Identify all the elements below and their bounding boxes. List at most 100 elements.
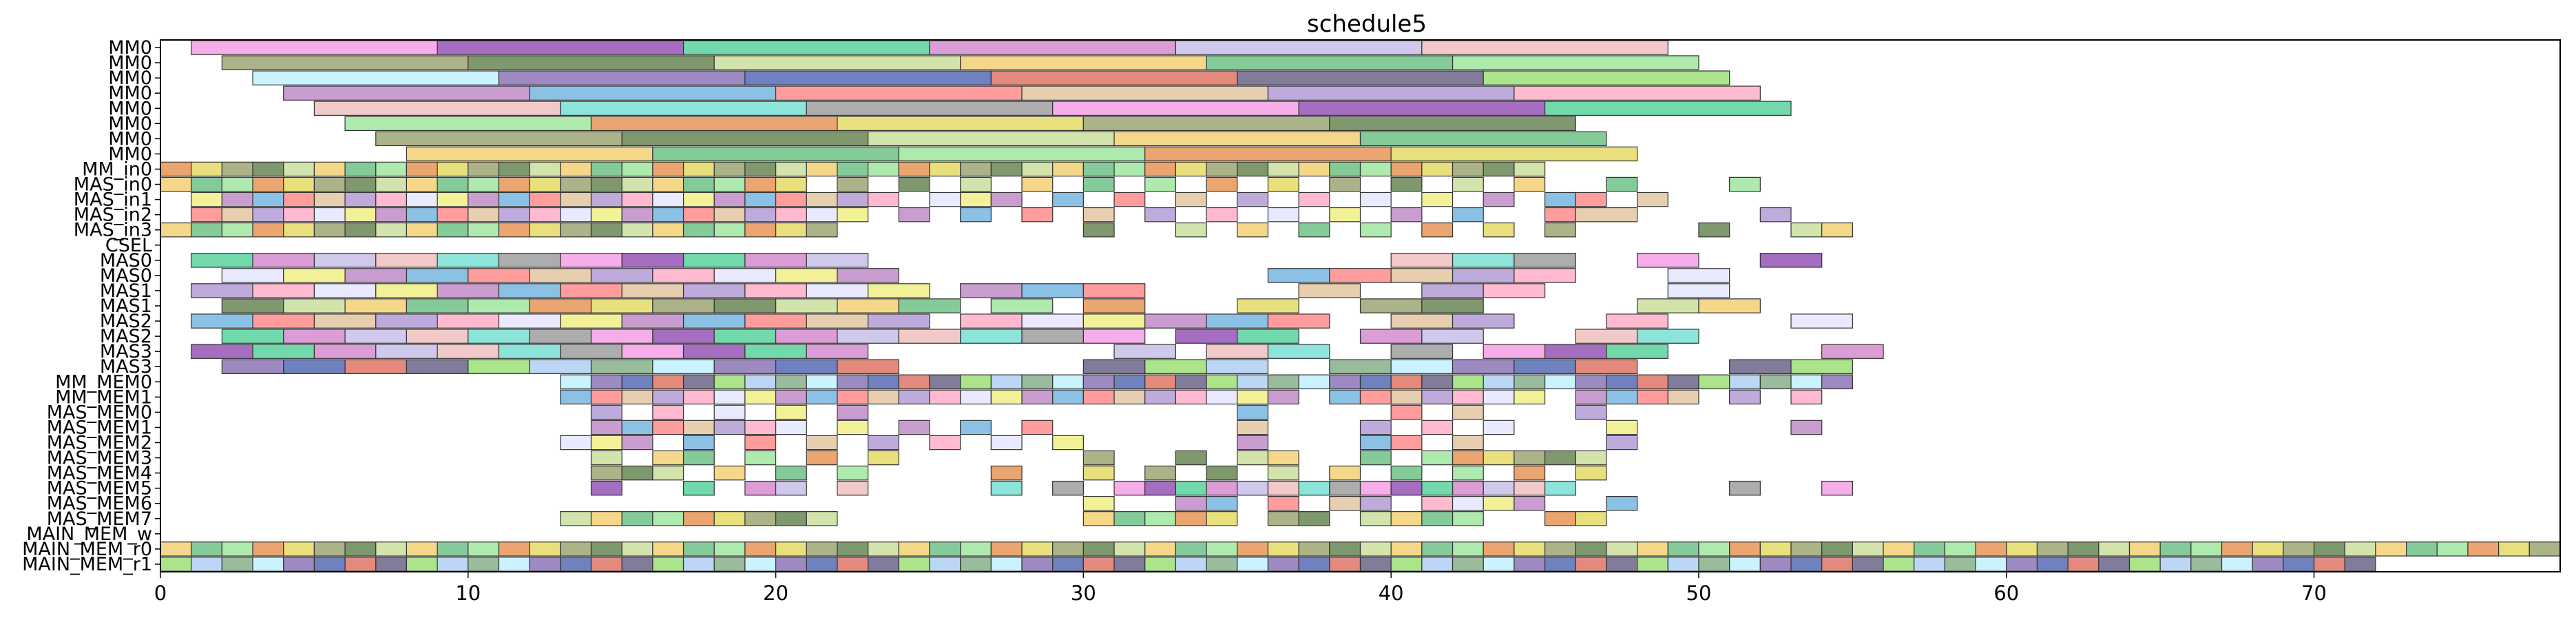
task-bar [806,435,838,451]
task-bar [1390,435,1423,451]
task-bar [252,344,315,359]
task-bar [1175,161,1207,177]
task-bar [652,161,684,177]
task-bar [1082,298,1146,313]
task-bar [1052,192,1084,207]
task-bar [1575,359,1638,374]
task-bar [1144,359,1207,374]
task-bar [1206,176,1238,192]
task-bar [1390,359,1454,374]
task-bar [898,374,930,390]
task-bar [868,541,899,557]
task-bar [1113,374,1146,390]
task-bar [713,329,777,344]
task-bar [960,313,1023,329]
task-bar [1082,541,1115,557]
task-bar [682,253,746,268]
y-tick-label: MAIN_MEM_r1 [22,554,152,575]
task-bar [868,283,930,298]
task-bar [1514,161,1546,177]
task-bar [1544,450,1576,466]
task-bar [1821,541,1853,557]
task-bar [191,176,222,192]
task-bar [283,176,315,192]
task-bar [621,389,653,405]
task-bar [775,161,807,177]
task-bar [437,344,500,359]
task-bar [1452,541,1484,557]
task-bar [1821,344,1884,359]
task-bar [682,207,715,223]
task-bar [560,374,592,390]
y-tick-label: MM_MEM1 [55,386,152,408]
task-bar [1144,207,1177,223]
task-bar [2252,557,2284,572]
task-bar [1113,344,1177,359]
task-bar [1359,161,1392,177]
task-bar [2221,557,2253,572]
task-bar [1790,541,1823,557]
task-bar [806,450,838,466]
task-bar [1452,495,1484,511]
task-bar [868,435,899,451]
task-bar [590,161,622,177]
task-bar [191,207,222,223]
task-bar [437,253,500,268]
task-bar [1144,176,1177,192]
task-bar [1082,557,1115,572]
task-bar [1329,541,1361,557]
task-bar [191,192,222,207]
task-bar [252,222,284,238]
task-bar [775,268,838,283]
task-bar [898,541,930,557]
task-bar [652,298,715,313]
task-bar [682,283,746,298]
task-bar [590,329,653,344]
task-bar [221,298,284,313]
task-bar [898,146,1146,162]
task-bar [713,465,746,481]
task-bar [837,329,899,344]
task-bar [1206,207,1238,223]
task-bar [990,161,1023,177]
task-bar [221,359,284,374]
task-bar [1483,557,1515,572]
task-bar [191,541,222,557]
task-bar [1483,283,1546,298]
task-bar [1359,222,1392,238]
task-bar [221,557,253,572]
task-bar [960,176,992,192]
task-bar [1421,298,1484,313]
task-bar [898,298,961,313]
task-bar [775,557,807,572]
task-bar [1329,465,1361,481]
task-bar [1267,511,1299,526]
task-bar [960,161,992,177]
task-bar [960,557,992,572]
task-bar [1298,541,1330,557]
task-bar [621,465,653,481]
task-bar [2036,557,2069,572]
task-bar [1267,495,1299,511]
task-bar [1637,329,1699,344]
task-bar [1852,541,1884,557]
task-bar [590,450,622,466]
task-bar [1329,207,1361,223]
task-bar [468,207,500,223]
task-bar [1390,404,1423,420]
task-bar [1052,161,1084,177]
task-bar [1298,480,1330,496]
task-bar [498,557,530,572]
task-bar [1267,313,1330,329]
task-bar [498,176,530,192]
task-bar [775,359,838,374]
task-bar [929,389,961,405]
y-tick-label: MAS2 [100,326,152,347]
task-bar [1452,268,1515,283]
task-bar [1390,268,1454,283]
task-bar [1421,374,1454,390]
task-bar [1421,495,1454,511]
task-bar [468,329,530,344]
task-bar [1237,298,1299,313]
task-bar [806,253,869,268]
